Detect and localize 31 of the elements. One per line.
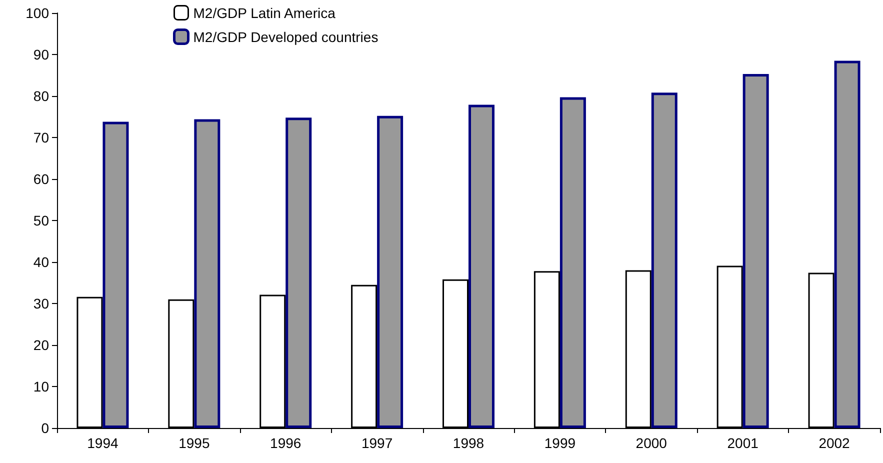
y-tick-label: 50 [33, 212, 50, 228]
legend-label: M2/GDP Developed countries [193, 28, 378, 45]
bar [834, 60, 860, 428]
legend-label: M2/GDP Latin America [193, 4, 336, 21]
bar [560, 97, 586, 428]
x-tick-label: 1997 [361, 435, 393, 451]
bar [377, 116, 404, 428]
bar [194, 119, 220, 428]
bar [742, 74, 769, 428]
bar [286, 118, 312, 428]
x-tick-label: 2001 [727, 435, 759, 451]
x-tick-label: 1998 [452, 435, 484, 451]
x-tick-label: 1995 [178, 435, 210, 451]
y-tick-label: 60 [33, 171, 50, 187]
y-tick-label: 10 [33, 378, 50, 394]
bar [651, 92, 678, 428]
y-tick-label: 40 [33, 254, 50, 270]
y-tick-label: 0 [41, 420, 50, 436]
x-tick-label: 2002 [818, 435, 850, 451]
x-tick-label: 1994 [87, 435, 118, 451]
bar [468, 104, 494, 428]
x-tick-label: 1996 [270, 435, 302, 451]
x-tick-label: 2000 [636, 435, 668, 451]
y-tick-label: 90 [33, 46, 50, 62]
y-tick-label: 20 [33, 337, 50, 353]
y-tick-label: 70 [33, 130, 50, 146]
y-tick-label: 80 [33, 88, 50, 104]
y-tick-label: 100 [26, 5, 50, 21]
y-tick-label: 30 [33, 296, 50, 312]
x-tick-label: 1999 [544, 435, 576, 451]
bar [102, 122, 129, 428]
